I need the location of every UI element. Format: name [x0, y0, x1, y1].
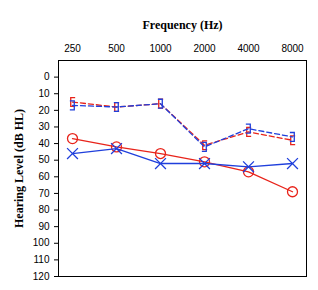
svg-text:4000: 4000 [237, 43, 260, 54]
svg-text:110: 110 [34, 254, 50, 265]
svg-text:80: 80 [38, 204, 50, 215]
svg-text:1000: 1000 [149, 43, 172, 54]
svg-text:20: 20 [38, 105, 50, 116]
svg-text:100: 100 [33, 237, 50, 248]
svg-text:2000: 2000 [193, 43, 216, 54]
svg-text:500: 500 [108, 43, 125, 54]
svg-text:Frequency (Hz): Frequency (Hz) [142, 18, 222, 32]
svg-text:60: 60 [38, 171, 50, 182]
svg-text:Hearing Level (dB HL): Hearing Level (dB HL) [12, 109, 26, 228]
svg-text:90: 90 [38, 221, 50, 232]
svg-text:70: 70 [38, 188, 50, 199]
svg-text:10: 10 [38, 88, 50, 99]
svg-text:8000: 8000 [281, 43, 304, 54]
svg-text:40: 40 [38, 138, 50, 149]
svg-text:120: 120 [33, 271, 50, 282]
svg-text:0: 0 [44, 71, 50, 82]
svg-text:250: 250 [64, 43, 81, 54]
svg-text:50: 50 [38, 154, 50, 165]
svg-text:30: 30 [38, 121, 50, 132]
